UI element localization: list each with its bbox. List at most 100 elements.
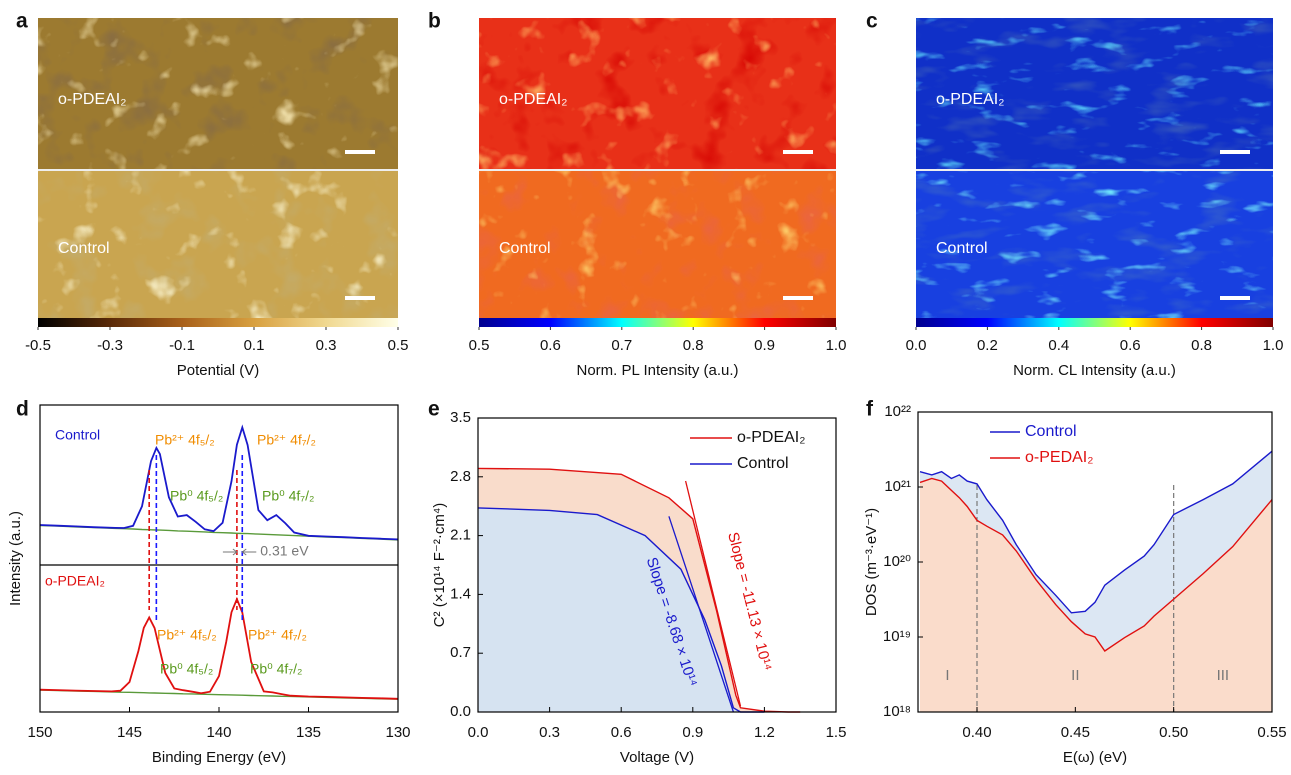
scale-bar [1220,150,1250,154]
x-tick-label: 0.2 [977,337,998,354]
x-tick-label: 0.0 [468,724,489,741]
y-tick-label: 0.0 [450,703,471,720]
axes-frame [39,404,399,713]
annotation: Pb²⁺ 4f₅/₂ [155,432,215,448]
x-tick-label: 1.5 [826,724,847,741]
spectrum-line [39,424,399,541]
x-tick-label: 0.3 [316,337,337,354]
fit-label: Slope = -11.13 × 10¹⁴ [724,530,775,672]
annotation: Pb⁰ 4f₇/₂ [250,661,302,677]
texture [916,18,1273,170]
y-tick-label: 10²⁰ [883,553,911,570]
panel-label: a [16,10,28,33]
x-tick-label: 0.9 [682,724,703,741]
scale-bar [783,150,813,154]
x-tick-label: 0.6 [540,337,561,354]
x-tick-label: 0.8 [1191,337,1212,354]
panel-label: f [866,398,874,421]
x-tick-label: -0.5 [25,337,51,354]
x-axis-label: Binding Energy (eV) [152,749,286,766]
scale-bar [1220,296,1250,300]
x-tick-label: 0.40 [962,724,991,741]
x-axis-label: Norm. CL Intensity (a.u.) [1013,362,1176,379]
y-axis-label: Intensity (a.u.) [7,511,24,606]
x-tick-label: 130 [385,724,410,741]
annotation: Pb⁰ 4f₇/₂ [262,488,314,504]
scale-bar [345,296,375,300]
x-tick-label: 145 [117,724,142,741]
panel-label: e [428,398,440,421]
x-tick-label: 150 [27,724,52,741]
colorbar [38,318,398,327]
map-label: o-PDEAI₂ [58,91,126,108]
annotation: Pb²⁺ 4f₇/₂ [257,432,316,448]
x-tick-label: 0.7 [611,337,632,354]
annotation: Pb²⁺ 4f₇/₂ [248,627,307,643]
x-axis-label: Norm. PL Intensity (a.u.) [577,362,739,379]
map-label: Control [499,240,551,257]
texture [38,170,398,318]
map-label: o-PDEAI₂ [936,91,1004,108]
panel-label: c [866,10,878,33]
y-tick-label: 2.1 [450,527,471,544]
texture [479,170,836,318]
y-tick-label: 0.7 [450,644,471,661]
x-tick-label: -0.3 [97,337,123,354]
colorbar [479,318,836,327]
annotation: o-PDEAI₂ [45,573,105,589]
x-tick-label: 0.6 [1120,337,1141,354]
y-tick-label: 10¹⁹ [883,628,911,645]
texture [479,18,836,170]
line [919,450,1273,614]
y-tick-label: 10¹⁸ [883,703,911,720]
axes-frame [477,417,837,713]
line [919,477,1273,652]
legend-label: Control [737,455,789,472]
scale-bar [783,296,813,300]
y-axis-label: DOS (m⁻³·eV⁻¹) [863,508,880,616]
x-tick-label: 1.0 [1263,337,1284,354]
annotation: Pb⁰ 4f₅/₂ [170,488,223,504]
y-tick-label: 1.4 [450,585,471,602]
x-tick-label: 1.2 [754,724,775,741]
line [477,507,765,713]
x-tick-label: 135 [296,724,321,741]
x-tick-label: 0.55 [1257,724,1286,741]
map-label: Control [58,240,110,257]
x-tick-label: 0.5 [388,337,409,354]
annotation: 0.31 eV [260,543,309,559]
spectrum-line [39,524,399,541]
y-tick-label: 3.5 [450,409,471,426]
x-tick-label: 1.0 [826,337,847,354]
legend-label: o-PDEAI₂ [737,429,805,446]
texture [916,170,1273,318]
x-tick-label: 0.45 [1061,724,1090,741]
colorbar [916,318,1273,327]
x-tick-label: 0.6 [611,724,632,741]
map-label: o-PDEAI₂ [499,91,567,108]
region-label: III [1217,667,1230,684]
annotation: Control [55,427,100,443]
fit-line [668,516,735,713]
x-tick-label: 140 [206,724,231,741]
panel-label: d [16,398,29,421]
panel-label: b [428,10,441,33]
fit-line [684,480,742,707]
annotation: Pb²⁺ 4f₅/₂ [157,627,217,643]
scale-bar [345,150,375,154]
x-axis-label: E(ω) (eV) [1063,749,1127,766]
y-tick-label: 10²² [884,403,911,420]
spectrum-line [39,596,399,700]
x-tick-label: 0.0 [906,337,927,354]
y-tick-label: 2.8 [450,468,471,485]
region-label: II [1071,667,1079,684]
x-tick-label: 0.50 [1159,724,1188,741]
area [478,507,765,712]
annotation: Pb⁰ 4f₅/₂ [160,661,213,677]
x-tick-label: 0.9 [754,337,775,354]
area [920,478,1272,712]
y-tick-label: 10²¹ [884,478,911,495]
legend-label: o-PEDAI₂ [1025,449,1093,466]
x-tick-label: 0.3 [539,724,560,741]
